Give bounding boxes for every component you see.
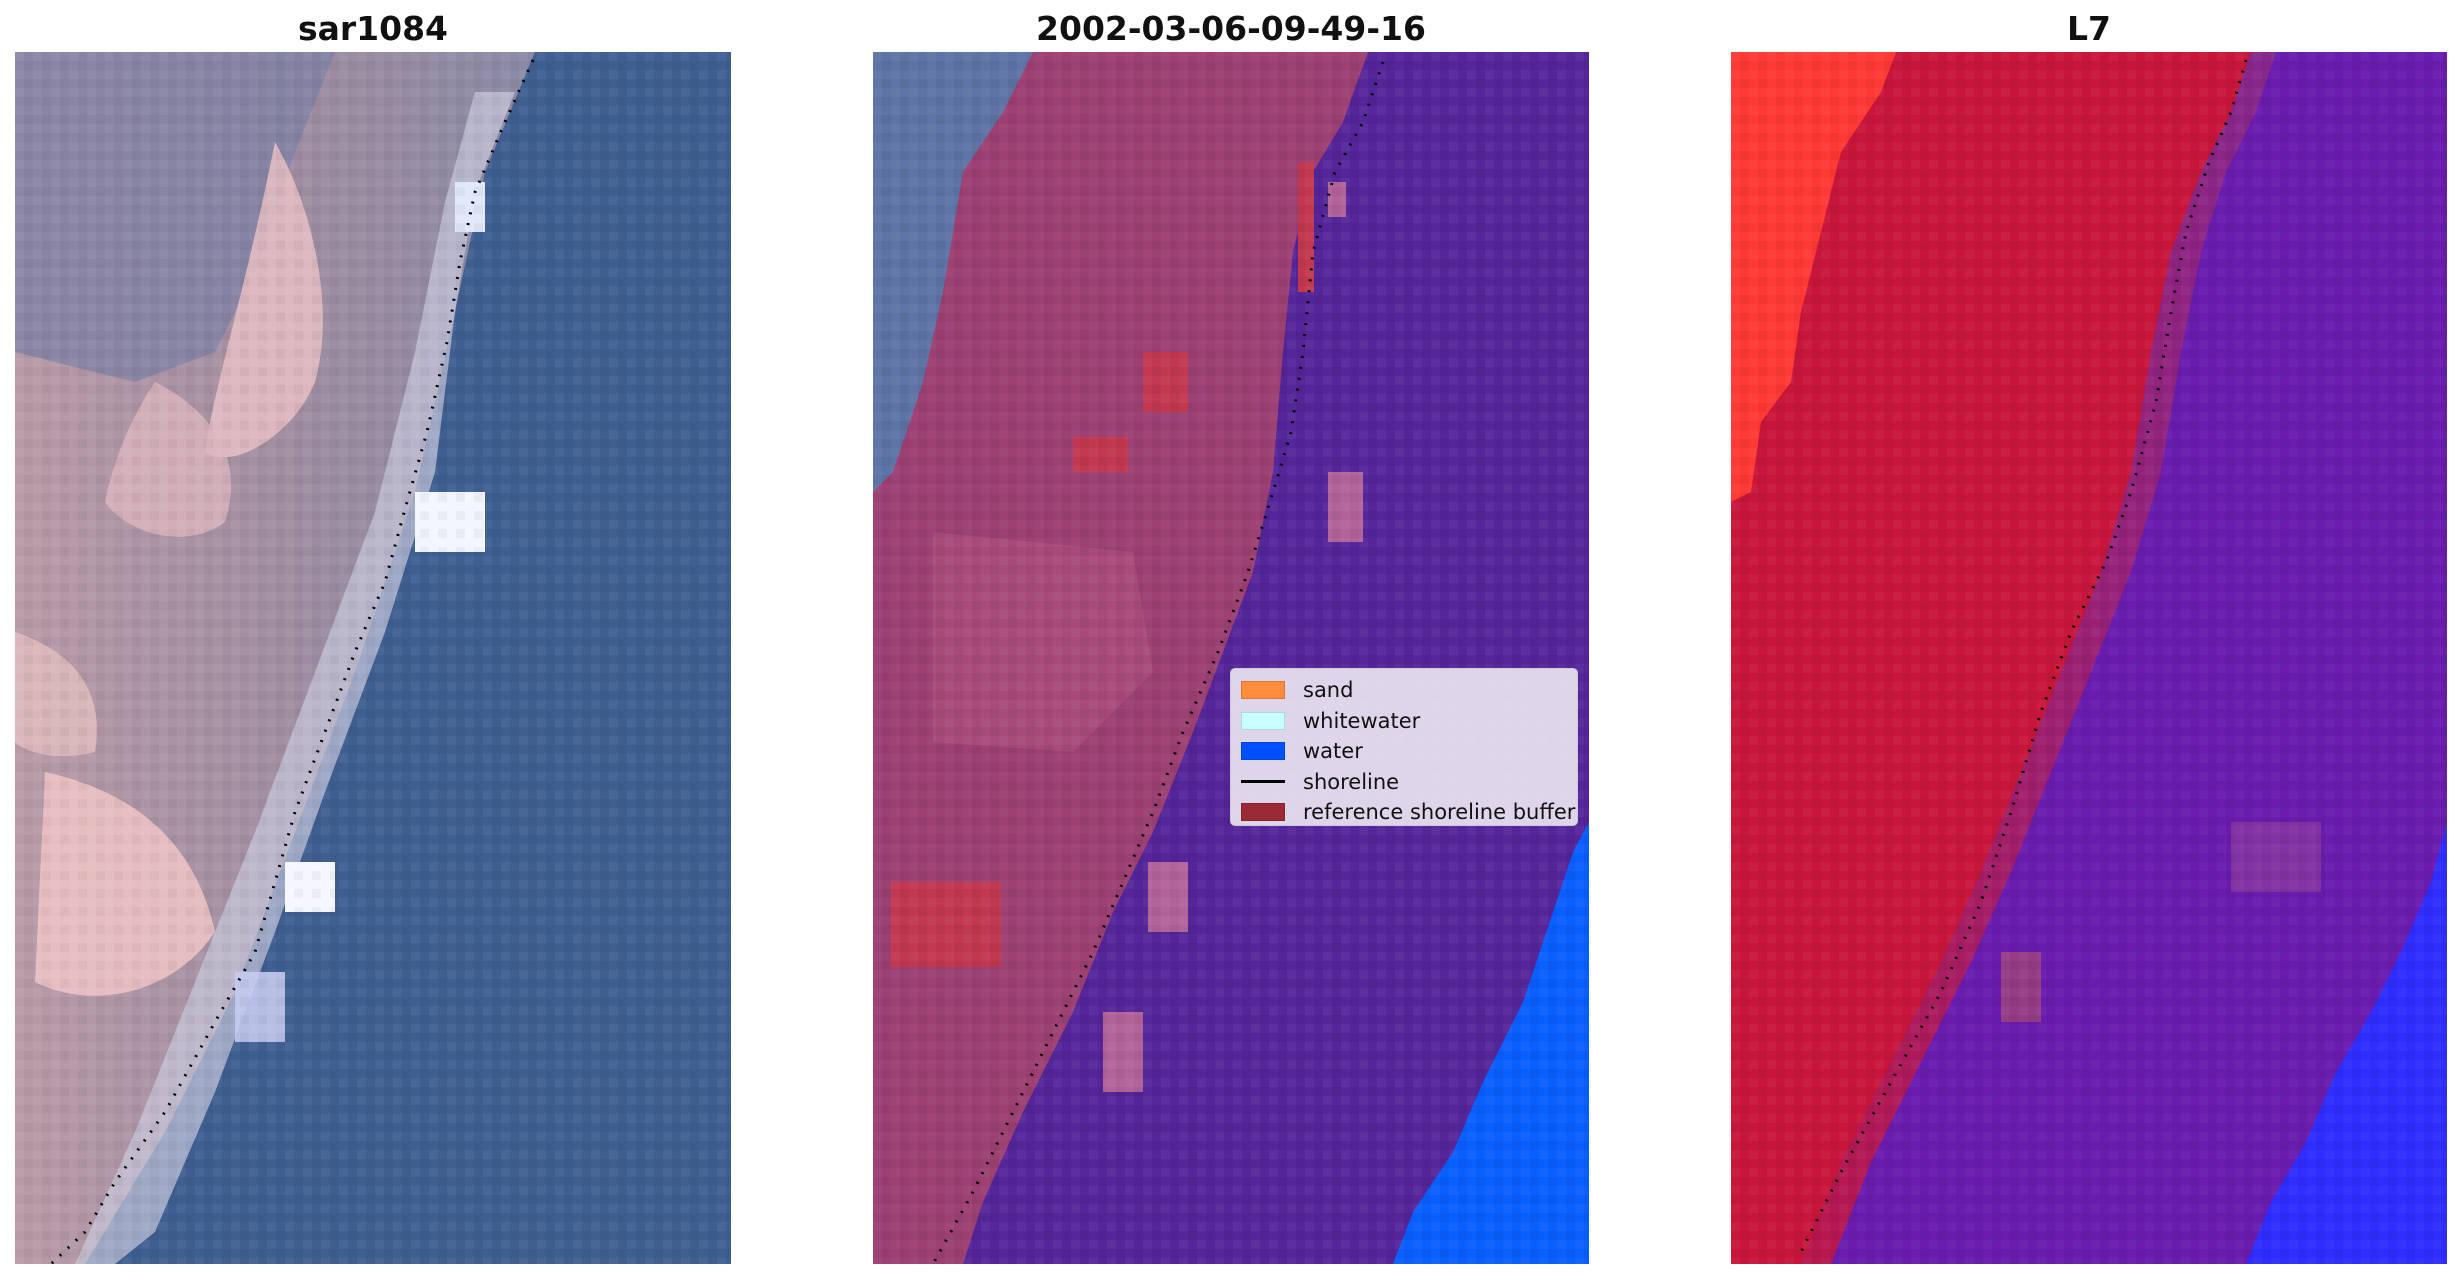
reference-buffer-swatch — [1241, 803, 1285, 822]
legend: sand whitewater water shoreline referenc… — [1230, 668, 1578, 826]
legend-label: shoreline — [1303, 769, 1400, 794]
panel-title-rgb: sar1084 — [297, 9, 449, 48]
legend-item-water: water — [1241, 736, 1567, 767]
shoreline-line-swatch — [1241, 780, 1285, 784]
legend-item-whitewater: whitewater — [1241, 706, 1567, 737]
panel-title-mndwi: L7 — [2067, 9, 2111, 48]
legend-label: reference shoreline buffer — [1303, 800, 1576, 825]
mndwi-image-panel — [1731, 52, 2447, 1264]
legend-item-shoreline: shoreline — [1241, 767, 1567, 798]
sand-swatch — [1241, 681, 1285, 700]
shoreline-classified — [931, 61, 1385, 1264]
rgb-image-panel — [15, 52, 731, 1264]
classified-image — [873, 52, 1589, 1264]
mndwi-pixel-texture — [1731, 52, 2447, 1264]
rgb-image — [15, 52, 731, 1264]
shoreline-mndwi — [1799, 59, 2248, 1253]
rgb-pixel-texture — [15, 52, 731, 1264]
legend-item-sand: sand — [1241, 675, 1567, 706]
legend-label: sand — [1303, 678, 1354, 703]
mndwi-image — [1731, 52, 2447, 1264]
panel-title-classified: 2002-03-06-09-49-16 — [1036, 9, 1426, 48]
water-swatch — [1241, 742, 1285, 761]
legend-label: whitewater — [1303, 708, 1421, 733]
legend-item-reference-buffer: reference shoreline buffer — [1241, 797, 1575, 828]
classified-pixel-texture — [873, 52, 1589, 1264]
whitewater-swatch — [1241, 711, 1285, 730]
classified-image-panel — [873, 52, 1589, 1264]
legend-label: water — [1303, 739, 1363, 764]
